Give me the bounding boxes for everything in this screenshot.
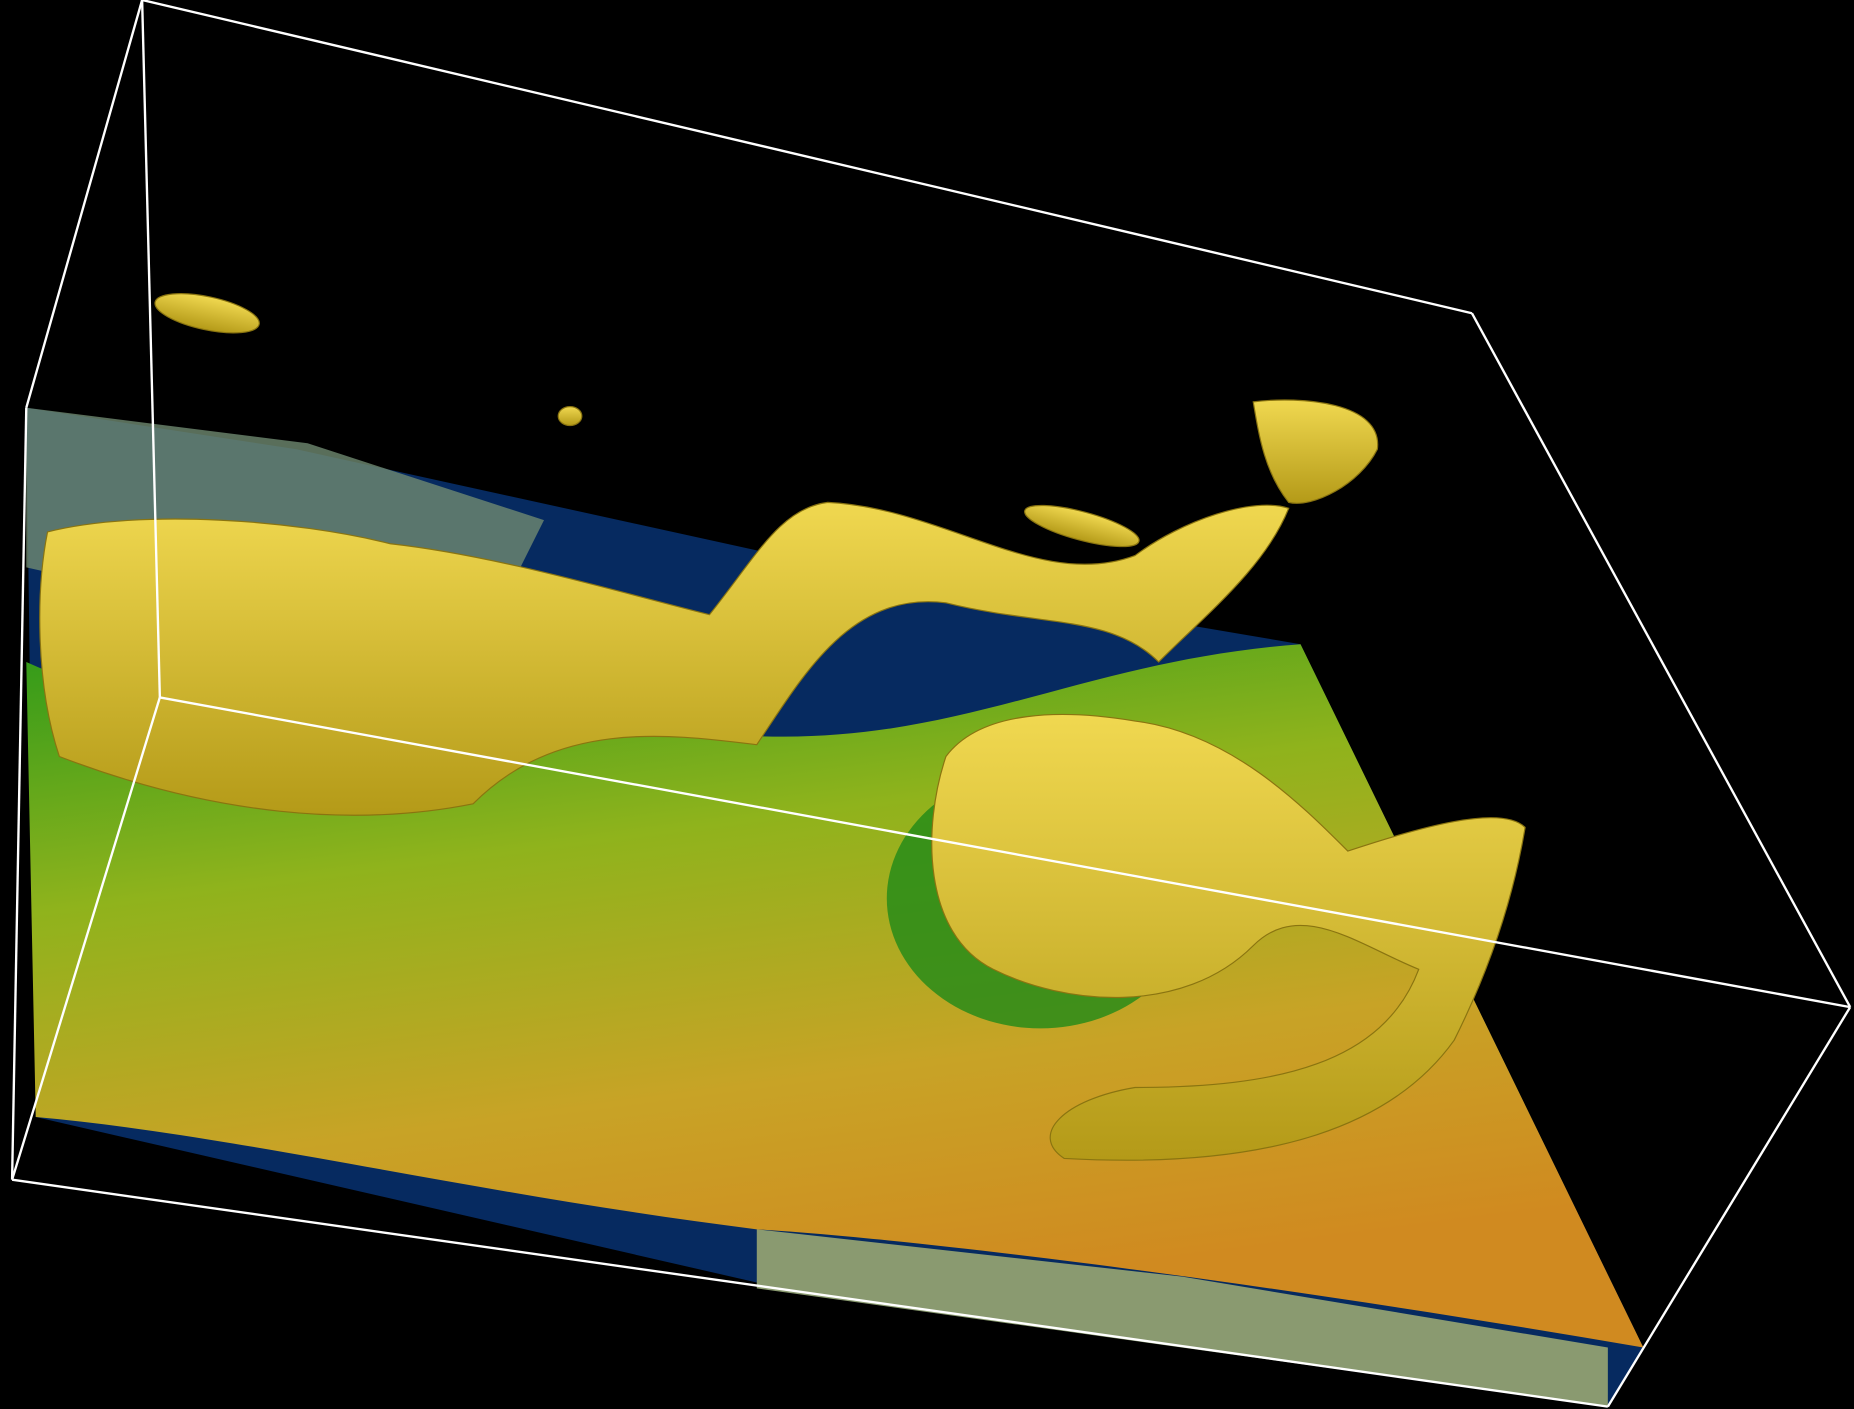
isosurface-blob-1: [1252, 399, 1378, 504]
isosurface-blob-4: [1024, 504, 1140, 548]
box-edge: [10, 407, 28, 1180]
box-edge: [141, 0, 1473, 315]
isosurface-blob-3: [557, 406, 583, 427]
box-edge: [1470, 312, 1852, 1008]
box-edge: [10, 697, 161, 1181]
isosurface-ring: [931, 713, 1526, 1161]
box-edge: [159, 696, 1851, 1009]
box-edge: [25, 0, 144, 409]
isosurface: [39, 293, 1526, 1161]
box-edge: [11, 1178, 1609, 1408]
box-edge: [140, 0, 162, 698]
isosurface-band: [39, 501, 1290, 816]
isosurface-blob-2: [154, 293, 260, 334]
land-map-south: [756, 1229, 1608, 1407]
box-edge: [1606, 1006, 1852, 1408]
bounding-box: [10, 0, 1852, 1408]
